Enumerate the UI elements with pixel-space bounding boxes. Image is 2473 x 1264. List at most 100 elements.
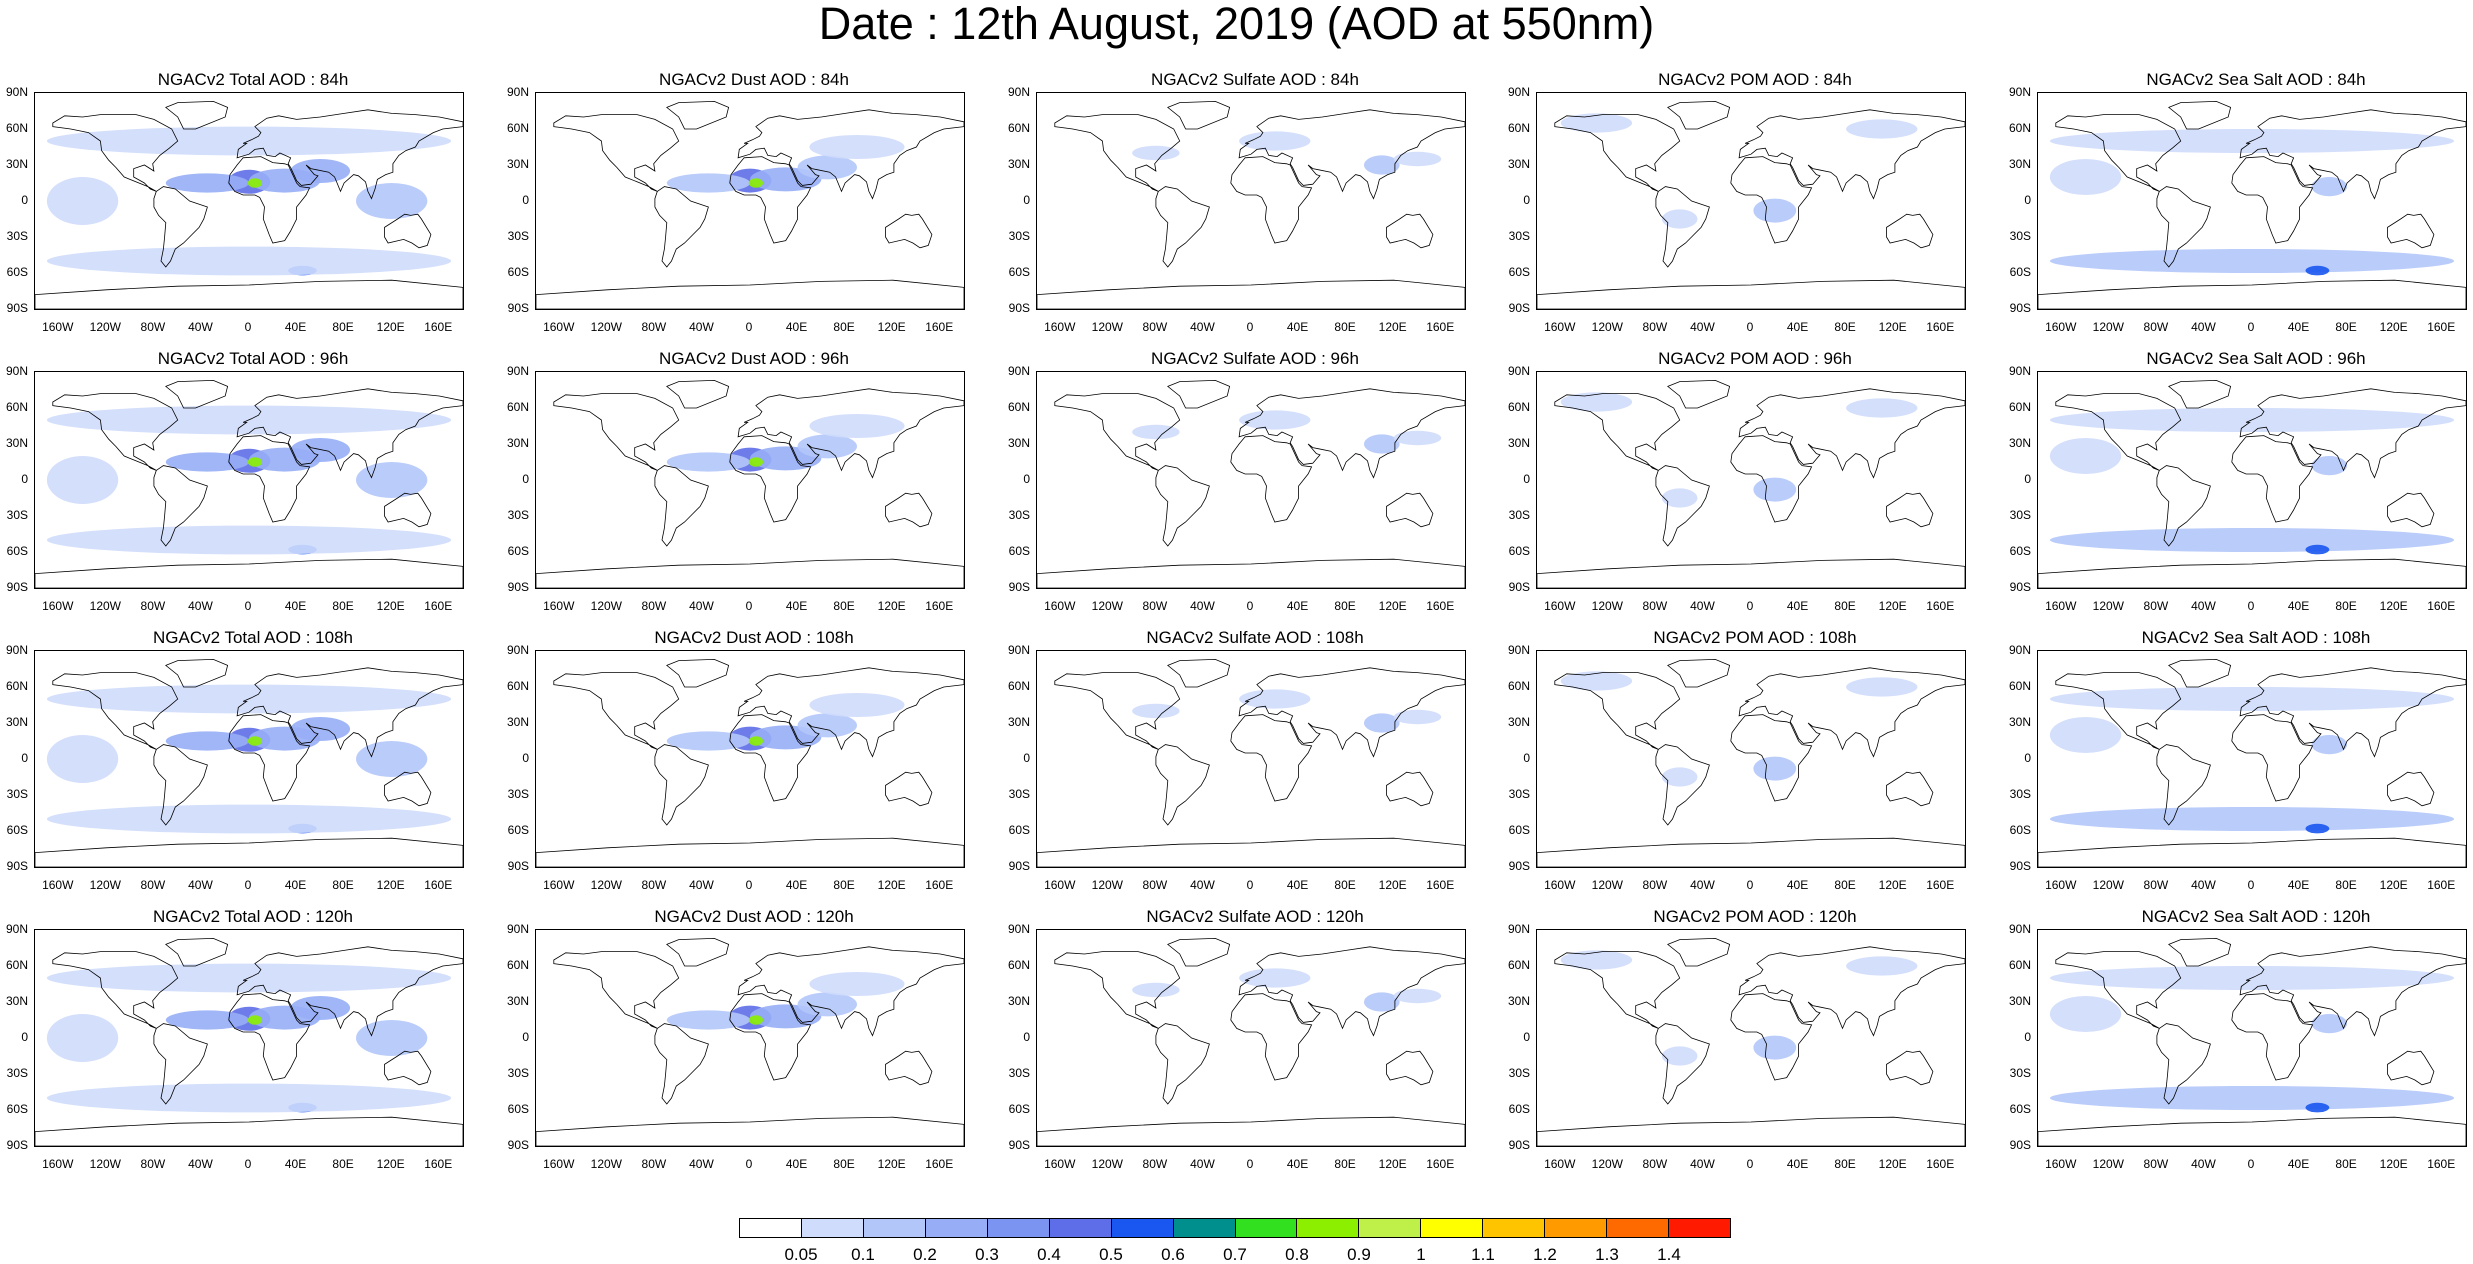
aod-region bbox=[1661, 1046, 1698, 1066]
lat-tick-label: 90S bbox=[1008, 859, 1030, 873]
coastline bbox=[384, 771, 432, 807]
map-panel-dust-96h: NGACv2 Dust AOD : 96h 90N 60N 30N 0 30S 60S 90S… bbox=[507, 349, 973, 629]
lon-tick-label: 120E bbox=[1378, 320, 1407, 334]
aod-region bbox=[1661, 209, 1698, 229]
aod-map bbox=[1037, 937, 1465, 1146]
colorbar-swatch bbox=[801, 1219, 864, 1237]
lat-tick-label: 90N bbox=[5, 85, 28, 99]
lon-tick-label: 120E bbox=[2379, 599, 2408, 613]
lat-tick-label: 60S bbox=[6, 823, 28, 837]
lon-tick-label: 160W bbox=[2045, 599, 2077, 613]
map-panel-sulfate-96h: NGACv2 Sulfate AOD : 96h 90N 60N 30N 0 30S 60S… bbox=[1008, 349, 1474, 629]
lon-tick-label: 40E bbox=[284, 320, 307, 334]
lon-tick-label: 120E bbox=[376, 1157, 405, 1171]
aod-region bbox=[748, 1015, 764, 1025]
colorbar-label: 1 bbox=[1416, 1245, 1426, 1264]
lat-tick-label: 30N bbox=[1007, 715, 1030, 729]
coastline bbox=[1667, 658, 1731, 688]
lat-tick-label: 30S bbox=[2009, 508, 2031, 522]
coastline bbox=[52, 114, 179, 192]
coastline bbox=[165, 658, 229, 688]
panel-title: NGACv2 Sulfate AOD : 120h bbox=[1146, 907, 1364, 926]
aod-region bbox=[666, 731, 750, 751]
colorbar-swatch bbox=[1049, 1219, 1112, 1237]
lon-tick-label: 160W bbox=[42, 1157, 74, 1171]
coastline bbox=[2239, 388, 2466, 479]
coastline bbox=[1167, 658, 1231, 688]
lon-tick-label: 120W bbox=[89, 1157, 122, 1171]
coastline bbox=[654, 744, 709, 826]
lon-tick-label: 80E bbox=[833, 878, 855, 892]
coastline bbox=[2231, 993, 2314, 1081]
map-panel-sulfate-108h: NGACv2 Sulfate AOD : 108h 90N 60N 30N 0 30S 60… bbox=[1008, 628, 1474, 908]
lat-tick-label: 60N bbox=[2008, 400, 2031, 414]
lat-tick-label: 30N bbox=[506, 436, 529, 450]
coastline bbox=[1730, 435, 1813, 523]
lon-tick-label: 80E bbox=[332, 1157, 354, 1171]
lon-tick-label: 80E bbox=[1334, 320, 1356, 334]
lat-tick-label: 30S bbox=[2009, 1066, 2031, 1080]
coastline bbox=[729, 156, 812, 244]
coastline bbox=[1037, 1116, 1465, 1146]
lon-tick-label: 80E bbox=[1334, 878, 1356, 892]
lon-tick-label: 160E bbox=[925, 878, 954, 892]
lon-tick-label: 80E bbox=[833, 320, 855, 334]
coastline bbox=[2168, 100, 2232, 130]
lat-tick-label: 0 bbox=[21, 472, 28, 486]
lon-tick-label: 160W bbox=[2045, 878, 2077, 892]
coastline bbox=[228, 156, 311, 244]
lat-tick-label: 90S bbox=[2009, 301, 2031, 315]
coastline bbox=[2387, 1050, 2435, 1086]
aod-region bbox=[290, 438, 351, 462]
lat-tick-label: 30N bbox=[506, 994, 529, 1008]
coastline bbox=[1667, 937, 1731, 967]
aod-region bbox=[1846, 956, 1918, 976]
panel-title: NGACv2 POM AOD : 96h bbox=[1658, 349, 1852, 368]
aod-region bbox=[2305, 544, 2330, 555]
coastline bbox=[2055, 951, 2182, 1029]
aod-region bbox=[247, 178, 263, 188]
coastline bbox=[1386, 1050, 1434, 1086]
lon-tick-label: 40W bbox=[1190, 599, 1215, 613]
aod-map bbox=[2038, 658, 2466, 867]
coastline bbox=[1230, 993, 1313, 1081]
lat-tick-label: 30N bbox=[1507, 436, 1530, 450]
lat-tick-label: 30N bbox=[5, 715, 28, 729]
colorbar-swatch bbox=[1483, 1219, 1546, 1237]
coastline bbox=[2038, 558, 2466, 588]
aod-map bbox=[1037, 658, 1465, 867]
colorbar bbox=[739, 1218, 1731, 1238]
coastline bbox=[2055, 393, 2182, 471]
aod-region bbox=[1846, 398, 1918, 418]
lat-tick-label: 30S bbox=[507, 787, 529, 801]
lon-tick-label: 120W bbox=[89, 878, 122, 892]
aod-region bbox=[1753, 756, 1797, 781]
map-panel-total-108h: NGACv2 Total AOD : 108h 90N 60N 30N 0 30S 60S 9… bbox=[6, 628, 472, 908]
lat-tick-label: 90S bbox=[1508, 1138, 1530, 1152]
coastline bbox=[1886, 771, 1934, 807]
lon-tick-label: 120W bbox=[590, 320, 623, 334]
lon-tick-label: 160W bbox=[543, 878, 575, 892]
coastline bbox=[1155, 186, 1210, 268]
lat-tick-label: 30N bbox=[506, 157, 529, 171]
lat-tick-label: 60S bbox=[1508, 265, 1530, 279]
coastline bbox=[1886, 492, 1934, 528]
lon-tick-label: 40W bbox=[188, 599, 213, 613]
aod-region bbox=[666, 173, 750, 193]
lat-tick-label: 60N bbox=[2008, 958, 2031, 972]
aod-region bbox=[1239, 131, 1311, 151]
lat-tick-label: 90S bbox=[6, 859, 28, 873]
coastline bbox=[1554, 114, 1681, 192]
map-panel-pom-120h: NGACv2 POM AOD : 120h 90N 60N 30N 0 30S 60S 90S… bbox=[1508, 907, 1974, 1187]
lon-tick-label: 80W bbox=[1142, 320, 1168, 334]
lon-tick-label: 40W bbox=[188, 878, 213, 892]
map-plot-area bbox=[34, 371, 464, 589]
aod-region bbox=[1239, 410, 1311, 430]
coastline bbox=[228, 993, 311, 1081]
aod-region bbox=[46, 246, 452, 276]
lon-tick-label: 80W bbox=[140, 1157, 166, 1171]
lon-tick-label: 160W bbox=[42, 320, 74, 334]
coastline bbox=[2038, 837, 2466, 867]
aod-region bbox=[290, 717, 351, 741]
coastline bbox=[1386, 213, 1434, 249]
